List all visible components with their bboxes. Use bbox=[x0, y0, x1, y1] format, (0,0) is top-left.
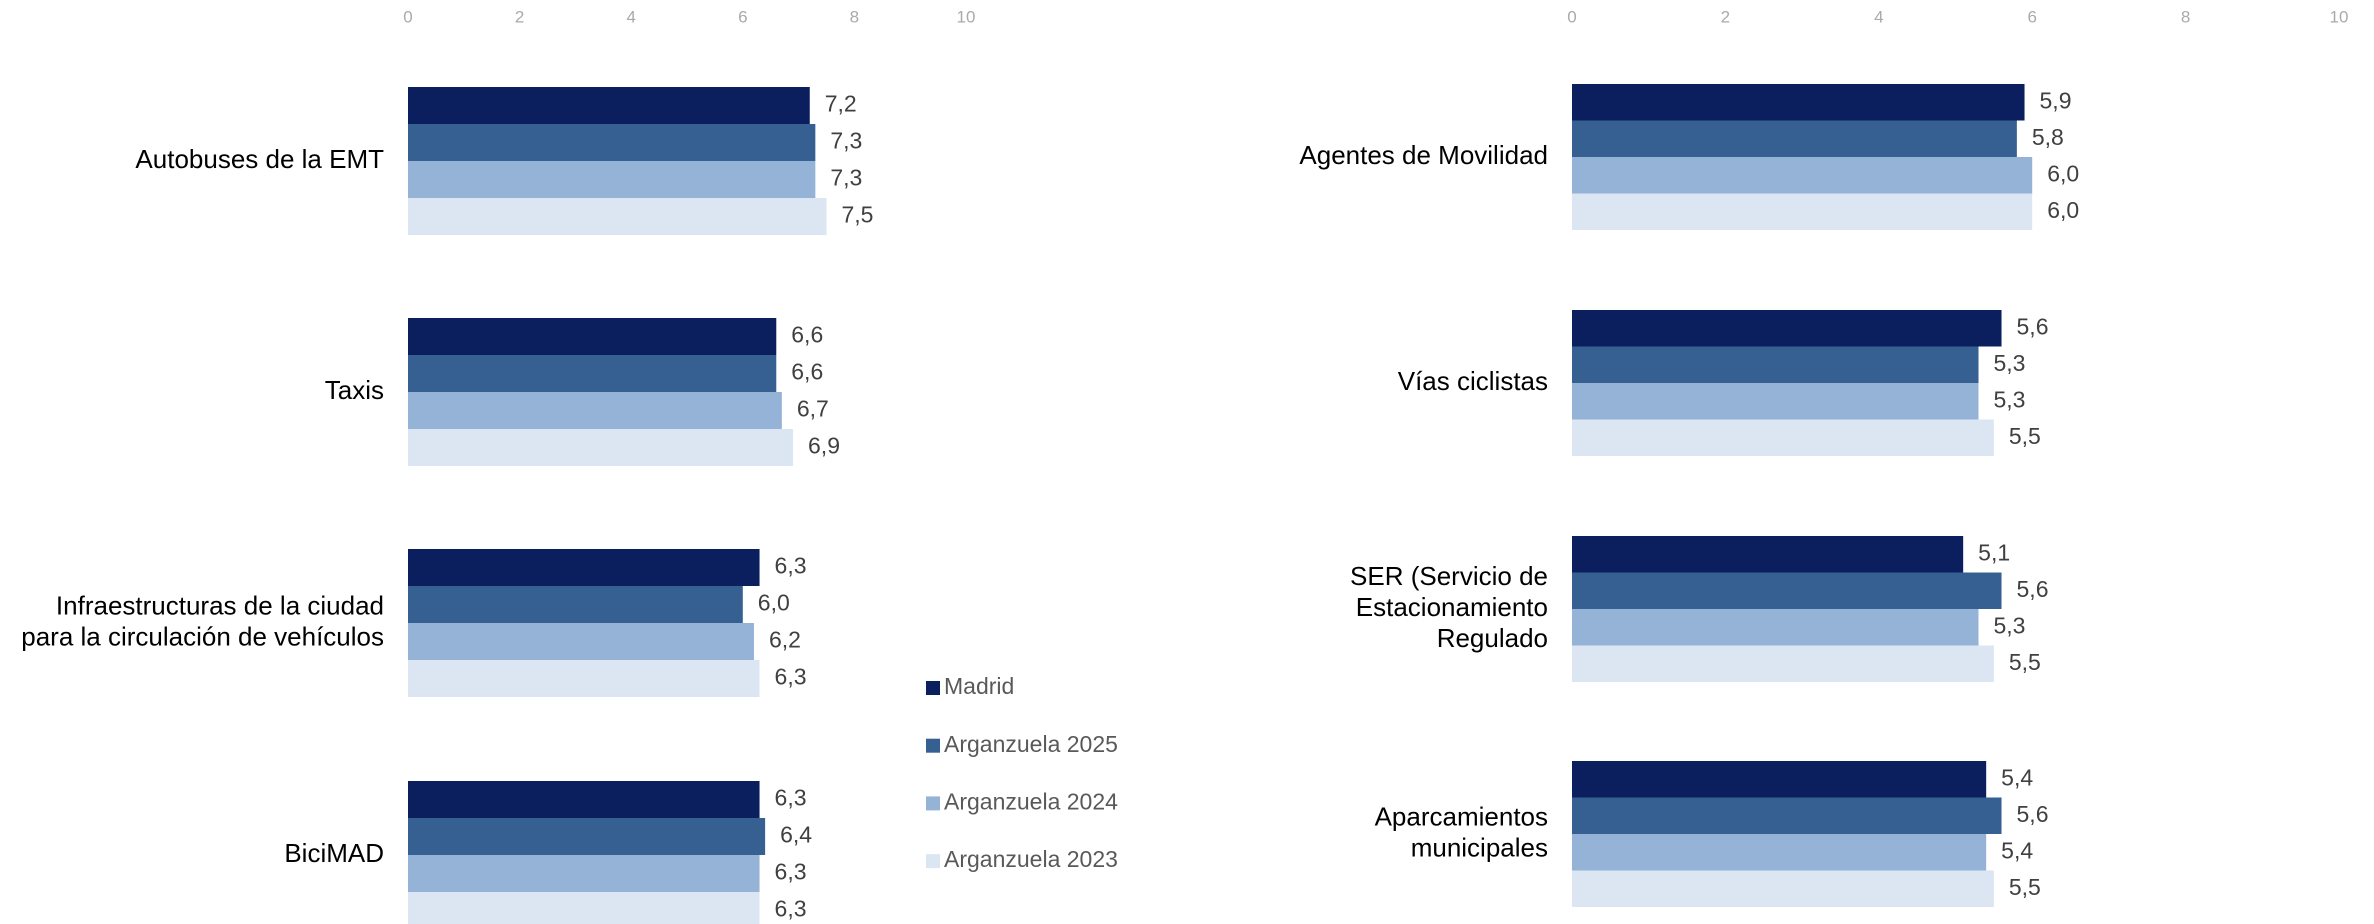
bar bbox=[408, 198, 827, 235]
x-tick-label: 8 bbox=[2181, 7, 2190, 26]
bar bbox=[1572, 383, 1979, 420]
value-label: 7,2 bbox=[825, 91, 857, 117]
category-label: BiciMAD bbox=[284, 838, 384, 868]
legend-swatch bbox=[926, 854, 940, 869]
bar bbox=[1572, 761, 1987, 798]
x-tick-label: 6 bbox=[738, 7, 747, 26]
value-label: 7,3 bbox=[830, 128, 862, 154]
legend-label: Arganzuela 2023 bbox=[944, 846, 1118, 872]
value-label: 5,6 bbox=[2017, 576, 2049, 602]
x-tick-label: 10 bbox=[957, 7, 976, 26]
value-label: 6,6 bbox=[791, 322, 823, 348]
value-label: 6,2 bbox=[769, 627, 801, 653]
bar bbox=[1572, 120, 2017, 157]
value-label: 5,9 bbox=[2040, 87, 2072, 113]
value-label: 6,4 bbox=[780, 822, 812, 848]
category-label: Taxis bbox=[325, 375, 384, 405]
x-tick-label: 2 bbox=[1721, 7, 1730, 26]
category-label: Infraestructuras de la ciudad para la cir… bbox=[21, 590, 384, 651]
legend-label: Arganzuela 2025 bbox=[944, 731, 1118, 757]
value-label: 6,3 bbox=[775, 785, 807, 811]
bar bbox=[408, 549, 760, 586]
value-label: 6,3 bbox=[775, 859, 807, 885]
value-label: 6,0 bbox=[758, 590, 790, 616]
value-label: 5,6 bbox=[2017, 313, 2049, 339]
bar bbox=[1572, 157, 2033, 194]
category-label: Agentes de Movilidad bbox=[1299, 140, 1548, 170]
legend-swatch bbox=[926, 738, 940, 753]
bar bbox=[1572, 346, 1979, 383]
legend-swatch bbox=[926, 796, 940, 811]
value-label: 5,1 bbox=[1978, 539, 2010, 565]
x-tick-label: 0 bbox=[403, 7, 412, 26]
value-label: 5,5 bbox=[2009, 423, 2041, 449]
bar bbox=[408, 161, 816, 198]
value-label: 6,3 bbox=[775, 664, 807, 690]
bar bbox=[408, 392, 782, 429]
value-label: 7,3 bbox=[830, 165, 862, 191]
value-label: 6,0 bbox=[2047, 197, 2079, 223]
value-label: 6,3 bbox=[775, 896, 807, 922]
bar bbox=[408, 892, 760, 924]
bar bbox=[1572, 419, 1994, 456]
bar bbox=[1572, 870, 1994, 907]
legend-swatch bbox=[926, 681, 940, 695]
x-tick-label: 2 bbox=[515, 7, 524, 26]
bar bbox=[408, 623, 754, 660]
bar bbox=[1572, 536, 1964, 573]
value-label: 5,3 bbox=[1994, 612, 2026, 638]
x-tick-label: 4 bbox=[626, 7, 635, 26]
value-label: 6,0 bbox=[2047, 160, 2079, 186]
bar bbox=[408, 660, 760, 697]
x-tick-label: 10 bbox=[2330, 7, 2349, 26]
category-label: Vías ciclistas bbox=[1398, 366, 1548, 396]
value-label: 5,5 bbox=[2009, 649, 2041, 675]
bar bbox=[408, 586, 743, 623]
bar bbox=[408, 818, 766, 855]
x-tick-label: 0 bbox=[1567, 7, 1576, 26]
x-tick-label: 8 bbox=[850, 7, 859, 26]
value-label: 6,3 bbox=[775, 553, 807, 579]
value-label: 6,6 bbox=[791, 359, 823, 385]
x-tick-label: 6 bbox=[2027, 7, 2036, 26]
bar bbox=[408, 318, 777, 355]
category-label: Aparcamientos municipales bbox=[1375, 801, 1548, 862]
bar bbox=[408, 124, 816, 161]
value-label: 5,3 bbox=[1994, 350, 2026, 376]
bar bbox=[1572, 797, 2002, 834]
bar bbox=[408, 87, 810, 124]
bar bbox=[1572, 572, 2002, 609]
value-label: 7,5 bbox=[842, 202, 874, 228]
bar bbox=[1572, 193, 2033, 230]
value-label: 5,6 bbox=[2017, 801, 2049, 827]
value-label: 5,4 bbox=[2001, 837, 2033, 863]
value-label: 5,5 bbox=[2009, 874, 2041, 900]
bar bbox=[1572, 310, 2002, 347]
value-label: 5,8 bbox=[2032, 124, 2064, 150]
legend-label: Arganzuela 2024 bbox=[944, 788, 1118, 814]
category-label: Autobuses de la EMT bbox=[135, 144, 384, 174]
x-tick-label: 4 bbox=[1874, 7, 1883, 26]
bar bbox=[408, 429, 794, 466]
legend-label: Madrid bbox=[944, 673, 1014, 699]
bar bbox=[1572, 834, 1987, 871]
bar bbox=[408, 355, 777, 392]
bar bbox=[1572, 84, 2025, 121]
category-label: SER (Servicio de Estacionamiento Regulado bbox=[1350, 561, 1548, 653]
value-label: 6,9 bbox=[808, 433, 840, 459]
value-label: 5,4 bbox=[2001, 764, 2033, 790]
value-label: 6,7 bbox=[797, 396, 829, 422]
value-label: 5,3 bbox=[1994, 386, 2026, 412]
bar bbox=[1572, 609, 1979, 646]
bar bbox=[408, 781, 760, 818]
bar bbox=[1572, 645, 1994, 682]
bar bbox=[408, 855, 760, 892]
